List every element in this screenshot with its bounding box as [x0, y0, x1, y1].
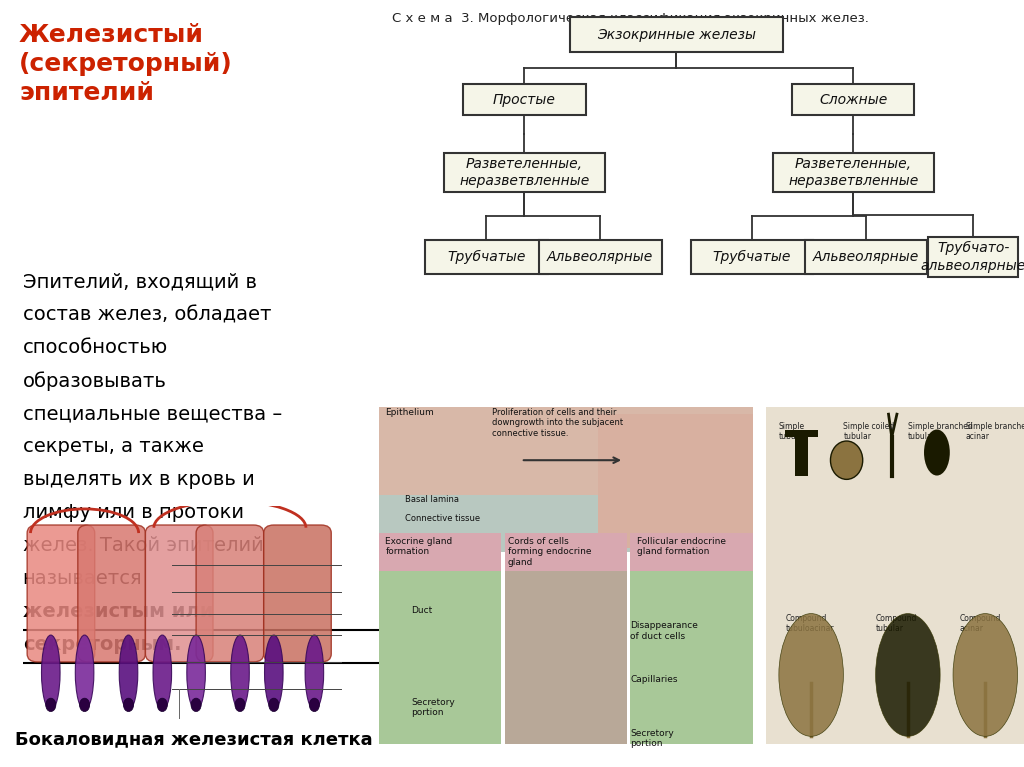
FancyBboxPatch shape — [78, 525, 145, 662]
Ellipse shape — [268, 698, 279, 712]
Text: Capillaries: Capillaries — [631, 675, 678, 684]
Text: Железистый
(секреторный)
эпителий: Железистый (секреторный) эпителий — [18, 23, 232, 104]
Text: Basal lamina: Basal lamina — [404, 495, 459, 504]
Bar — [631, 667, 753, 744]
Ellipse shape — [119, 635, 138, 710]
Ellipse shape — [158, 698, 167, 712]
Bar — [379, 545, 502, 744]
Text: Epithelium: Epithelium — [385, 408, 434, 417]
Ellipse shape — [309, 698, 319, 712]
FancyBboxPatch shape — [28, 525, 94, 662]
Text: Разветеленные,
неразветвленные: Разветеленные, неразветвленные — [460, 157, 590, 188]
Text: Simple branched
tubular: Simple branched tubular — [908, 422, 973, 441]
Text: Эпителий, входящий в: Эпителий, входящий в — [23, 272, 257, 291]
Text: называется: называется — [23, 569, 142, 588]
FancyBboxPatch shape — [145, 525, 213, 662]
Ellipse shape — [305, 635, 324, 710]
Text: Duct: Duct — [411, 606, 432, 615]
Text: Альвеолярные: Альвеолярные — [547, 250, 653, 264]
Ellipse shape — [234, 698, 245, 712]
Text: секреторным.: секреторным. — [23, 635, 181, 654]
Text: Connective tissue: Connective tissue — [404, 514, 480, 523]
FancyBboxPatch shape — [569, 17, 782, 52]
Bar — [505, 545, 628, 744]
Text: желез. Такой эпителий: желез. Такой эпителий — [23, 536, 263, 555]
Text: Трубчато-
альвеолярные: Трубчато- альвеолярные — [921, 242, 1024, 272]
Bar — [598, 414, 753, 548]
Ellipse shape — [264, 635, 283, 710]
Text: Сложные: Сложные — [819, 93, 888, 107]
Text: секреты, а также: секреты, а также — [23, 437, 204, 456]
FancyBboxPatch shape — [691, 239, 813, 274]
Text: Exocrine gland
formation: Exocrine gland formation — [385, 537, 453, 556]
Text: Simple
tubular: Simple tubular — [779, 422, 807, 441]
Text: Экзокринные железы: Экзокринные железы — [597, 28, 756, 41]
Text: Secretory
portion: Secretory portion — [411, 698, 455, 717]
Text: лимфу или в протоки: лимфу или в протоки — [23, 503, 244, 522]
Text: Разветеленные,
неразветвленные: Разветеленные, неразветвленные — [788, 157, 919, 188]
FancyBboxPatch shape — [772, 153, 934, 193]
FancyBboxPatch shape — [539, 239, 662, 274]
Bar — [766, 407, 1024, 744]
Text: Secretory
portion: Secretory portion — [631, 729, 674, 748]
Ellipse shape — [779, 614, 844, 736]
Ellipse shape — [124, 698, 133, 712]
FancyBboxPatch shape — [792, 84, 914, 115]
Text: Cords of cells
forming endocrine
gland: Cords of cells forming endocrine gland — [508, 537, 592, 567]
Text: Follicular endocrine
gland formation: Follicular endocrine gland formation — [637, 537, 726, 556]
Bar — [379, 533, 502, 571]
FancyBboxPatch shape — [425, 239, 548, 274]
Ellipse shape — [186, 635, 206, 710]
Text: Трубчатые: Трубчатые — [447, 250, 525, 264]
FancyBboxPatch shape — [443, 153, 605, 193]
FancyBboxPatch shape — [463, 84, 586, 115]
Text: Compound
acinar: Compound acinar — [959, 614, 1000, 633]
Text: С х е м а  3. Морфологическая классификация экзокринных желез.: С х е м а 3. Морфологическая классификац… — [392, 12, 868, 25]
Bar — [795, 437, 808, 476]
Text: Compound
tubular: Compound tubular — [876, 614, 918, 633]
Text: Disappearance
of duct cells: Disappearance of duct cells — [631, 621, 698, 640]
Bar — [505, 533, 628, 571]
Text: выделять их в кровь и: выделять их в кровь и — [23, 470, 255, 489]
Text: Простые: Простые — [493, 93, 556, 107]
Text: Proliferation of cells and their
downgrowth into the subjacent
connective tissue: Proliferation of cells and their downgro… — [492, 408, 623, 438]
Bar — [785, 430, 817, 437]
Ellipse shape — [924, 430, 950, 476]
Text: образовывать: образовывать — [23, 371, 167, 391]
Bar — [631, 533, 753, 571]
Ellipse shape — [76, 635, 94, 710]
Text: Simple coiled
tubular: Simple coiled tubular — [844, 422, 895, 441]
Text: Compound
tubuloacinar: Compound tubuloacinar — [785, 614, 834, 633]
Text: специальные вещества –: специальные вещества – — [23, 404, 282, 423]
FancyBboxPatch shape — [805, 239, 927, 274]
Text: Альвеолярные: Альвеолярные — [813, 250, 919, 264]
Text: состав желез, обладает: состав желез, обладает — [23, 305, 271, 324]
Text: Бокаловидная железистая клетка: Бокаловидная железистая клетка — [15, 730, 373, 748]
Ellipse shape — [191, 698, 201, 712]
Bar — [379, 407, 753, 495]
Circle shape — [830, 441, 862, 479]
Text: способностью: способностью — [23, 338, 168, 357]
Text: железистым или: железистым или — [23, 602, 213, 621]
Ellipse shape — [953, 614, 1018, 736]
Text: Трубчатые: Трубчатые — [713, 250, 792, 264]
FancyBboxPatch shape — [928, 238, 1019, 276]
Ellipse shape — [80, 698, 90, 712]
Bar — [379, 495, 753, 552]
FancyBboxPatch shape — [264, 525, 332, 662]
Ellipse shape — [46, 698, 56, 712]
Bar — [631, 545, 753, 744]
FancyBboxPatch shape — [197, 525, 264, 662]
Ellipse shape — [876, 614, 940, 736]
Ellipse shape — [230, 635, 249, 710]
Ellipse shape — [42, 635, 60, 710]
Ellipse shape — [153, 635, 172, 710]
Text: Simple branched
acinar: Simple branched acinar — [966, 422, 1024, 441]
